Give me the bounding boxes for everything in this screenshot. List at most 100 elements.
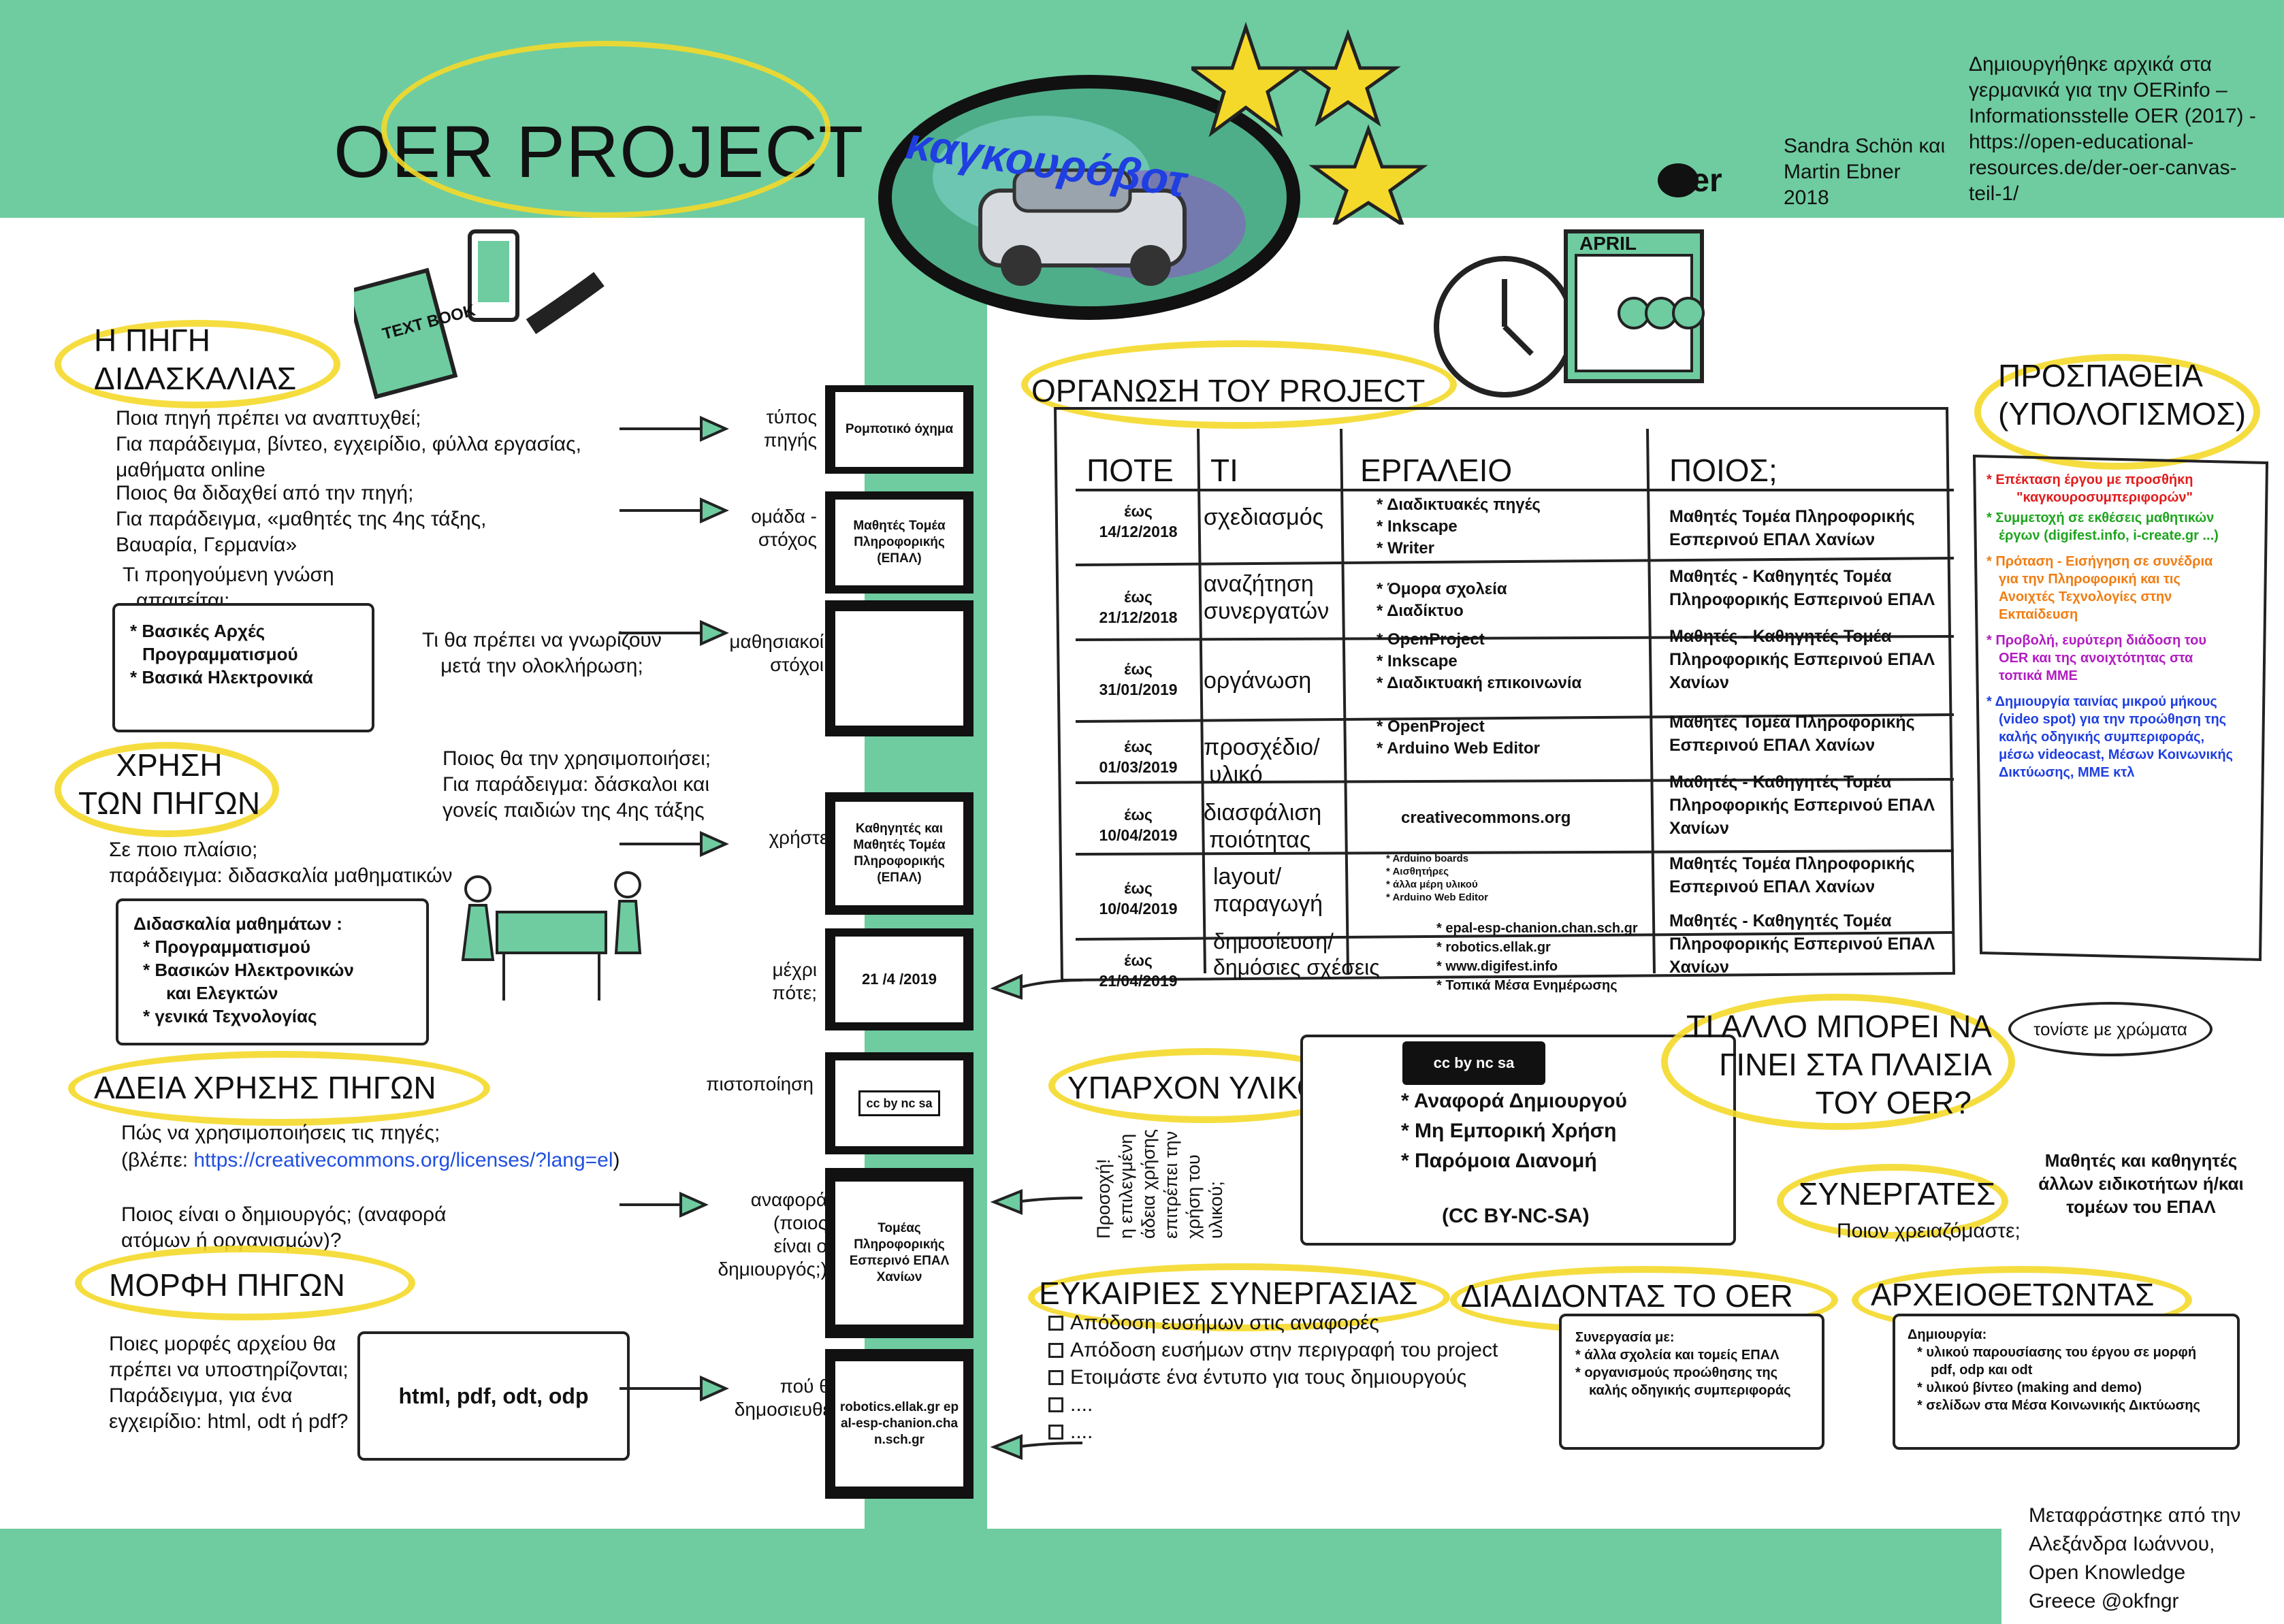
- card-label-3: μαθησιακοί στόχοι: [729, 631, 824, 675]
- collab-checklist: Απόδοση ευσήμων στις αναφορές Απόδοση ευ…: [1048, 1310, 1498, 1446]
- existing-items: * Αναφορά Δημιουργού * Μη Εμπορική Χρήση…: [1401, 1090, 1627, 1172]
- format-q: Ποιες μορφές αρχείου θα πρέπει να υποστη…: [109, 1333, 349, 1433]
- effort-heading-highlight: [1974, 354, 2260, 470]
- cc-badge-icon: cc by nc sa: [858, 1090, 940, 1116]
- partners-answer: Μαθητές και καθηγητές άλλων ειδικοτήτων …: [2038, 1150, 2244, 1217]
- authors: Sandra Schön και Martin Ebner 2018: [1784, 135, 1946, 209]
- checkbox-icon[interactable]: [1048, 1397, 1063, 1412]
- checkbox-icon[interactable]: [1048, 1370, 1063, 1385]
- organisation-heading-highlight: [1021, 340, 1457, 429]
- table-row-tools: * OpenProject * Arduino Web Editor: [1377, 717, 1540, 758]
- table-row-what: προσχέδιο/υλικό: [1204, 734, 1320, 787]
- tip-bubble: τονίστε με χρώματα: [2008, 1002, 2213, 1056]
- card-learning-goals: [825, 600, 974, 736]
- table-row-who: Μαθητές - Καθηγητές Τομέα Πληροφορικής Εσ…: [1669, 911, 1935, 977]
- table-row-tools: creativecommons.org: [1401, 809, 1571, 827]
- table-row-what: σχεδιασμός: [1204, 504, 1323, 530]
- organisation-heading: ΟΡΓΑΝΩΣΗ ΤΟΥ PROJECT: [1031, 373, 1426, 408]
- table-row-what: δημοσίευση/δημόσιες σχέσεις: [1213, 929, 1380, 979]
- checkbox-icon[interactable]: [1048, 1343, 1063, 1358]
- usage-who: Ποιος θα την χρησιμοποιήσει; Για παράδει…: [443, 747, 711, 822]
- archive-box: Δημιουργία: * υλικού παρουσίασης του έργ…: [1893, 1314, 2240, 1450]
- table-row-date: έως 14/12/2018: [1099, 502, 1178, 540]
- origin-note: Δημιουργήθηκε αρχικά στα γερμανικά για τ…: [1969, 53, 2256, 205]
- usage-heading: ΧΡΗΣΗ ΤΩΝ ΠΗΓΩΝ: [78, 747, 261, 821]
- card-label-6: πιστοποίηση: [706, 1073, 814, 1094]
- partners-question: Ποιον χρειαζόμαστε;: [1837, 1220, 2021, 1242]
- existing-rotated-note: Προσοχή! η επιλεγμένη άδεια χρήσης επιτρ…: [1093, 1128, 1226, 1239]
- existing-license-code: (CC BY-NC-SA): [1442, 1205, 1590, 1227]
- archive-heading: ΑΡΧΕΙΟΘΕΤΩΝΤΑΣ: [1871, 1277, 2155, 1312]
- card-attribution: Τομέας Πληροφορικής Εσπερινό ΕΠΑΛ Χανίων: [825, 1168, 974, 1338]
- license-heading-highlight: [68, 1051, 490, 1126]
- translation-credit: Μεταφράστηκε από την Αλεξάνδρα Ιωάννου, …: [2029, 1504, 2241, 1612]
- clock-calendar-icon: [1434, 229, 1705, 397]
- card-publication: robotics.ellak.gr epal-esp-chanion.chan.…: [825, 1349, 974, 1499]
- effort-heading: ΠΡΟΣΠΑΘΕΙΑ (ΥΠΟΛΟΓΙΣΜΟΣ): [1998, 358, 2247, 432]
- card-label-2: ομάδα - στόχος: [751, 506, 817, 550]
- table-row-tools: * Διαδικτυακές πηγές * Inkscape * Writer: [1377, 496, 1541, 557]
- card-source-type: Ρομποτικό όχημα: [825, 385, 974, 474]
- arrows-right: [990, 973, 1083, 1460]
- table-row-who: Μαθητές - Καθηγητές Τομέα Πληροφορικής Εσ…: [1669, 567, 1935, 609]
- card-label-7: αναφορά (ποιος είναι ο δημιουργός;): [718, 1189, 828, 1280]
- partners-heading: ΣΥΝΕΡΓΑΤΕΣ: [1799, 1176, 1996, 1212]
- book-phone-film-icon: [354, 229, 605, 400]
- spread-heading: ΔΙΑΔΙΔΟΝΤΑΣ ΤΟ OER: [1461, 1278, 1793, 1314]
- card-certification: cc by nc sa: [825, 1052, 974, 1154]
- collab-heading: ΕΥΚΑΙΡΙΕΣ ΣΥΝΕΡΓΑΣΙΑΣ: [1039, 1276, 1418, 1311]
- organisation-table-frame: [1053, 407, 1956, 982]
- source-heading-highlight: [54, 320, 340, 408]
- source-q3: Τι προηγούμενη γνώση απαιτείται;: [123, 564, 334, 612]
- checklist-item[interactable]: Απόδοση ευσήμων στην περιγραφή του proje…: [1048, 1337, 1498, 1364]
- license-q1b: (βλέπε: https://creativecommons.org/lice…: [121, 1149, 620, 1171]
- table-row-date: έως 10/04/2019: [1099, 879, 1178, 917]
- source-q1: Ποια πηγή πρέπει να αναπτυχθεί; Για παρά…: [116, 407, 581, 481]
- card-label-1: τύπος πηγής: [764, 406, 817, 451]
- calendar-label: APRIL: [1579, 233, 1637, 254]
- col-what: ΤΙ: [1210, 453, 1238, 488]
- table-row-tools: * epal-esp-chanion.chan.sch.gr * robotics…: [1436, 921, 1638, 993]
- table-row-what: διασφάλιση ποιότητας: [1204, 800, 1322, 853]
- cc-license-link[interactable]: https://creativecommons.org/licenses/?la…: [193, 1149, 613, 1171]
- more-heading-highlight: [1661, 994, 2015, 1130]
- translation-panel: [2001, 1484, 2284, 1624]
- partners-heading-highlight: [1777, 1164, 2008, 1239]
- card-target-group: Μαθητές Τομέα Πληροφορικής (ΕΠΑΛ): [825, 491, 974, 594]
- table-row-who: Μαθητές Τομέα Πληροφορικής Εσπερινού ΕΠΑΛ…: [1669, 854, 1915, 896]
- bottom-green-band: [0, 1529, 2284, 1624]
- arrows-left: [620, 415, 729, 1402]
- checkbox-icon[interactable]: [1048, 1425, 1063, 1440]
- table-row-what: layout/παραγωγή: [1213, 864, 1323, 917]
- table-row-date: έως 10/04/2019: [1099, 806, 1178, 844]
- oer-logo-mark: [1658, 163, 1699, 197]
- effort-list: * Επέκταση έργου με προσθήκη "καγκουροσυ…: [1987, 472, 2233, 780]
- people-table-icon: [461, 871, 642, 1001]
- col-tool: ΕΡΓΑΛΕΙΟ: [1360, 453, 1513, 488]
- card-deadline: 21 /4 /2019: [825, 928, 974, 1030]
- source-heading: Η ΠΗΓΗ ΔΙΔΑΣΚΑΛΙΑΣ: [94, 323, 297, 396]
- checklist-item[interactable]: Απόδοση ευσήμων στις αναφορές: [1048, 1310, 1498, 1337]
- effort-frame: [1972, 454, 2269, 962]
- table-row-who: Μαθητές - Καθηγητές Τομέα Πληροφορικής Εσ…: [1669, 773, 1935, 838]
- existing-heading: ΥΠΑΡΧΟΝ ΥΛΙΚΟ: [1067, 1070, 1321, 1105]
- checklist-item[interactable]: ....: [1048, 1418, 1498, 1446]
- format-heading: ΜΟΡΦΗ ΠΗΓΩΝ: [109, 1267, 345, 1303]
- checklist-item[interactable]: Ετοιμάστε ένα έντυπο για τους δημιουργού…: [1048, 1364, 1498, 1391]
- col-who: ΠΟΙΟΣ;: [1669, 453, 1778, 488]
- spread-box: Συνεργασία με: * άλλα σχολεία και τομείς…: [1559, 1314, 1824, 1450]
- license-heading: ΑΔΕΙΑ ΧΡΗΣΗΣ ΠΗΓΩΝ: [94, 1070, 436, 1105]
- table-row-date: έως 31/01/2019: [1099, 660, 1178, 698]
- col-when: ΠΟΤΕ: [1087, 453, 1174, 488]
- prior-knowledge-box: * Βασικές Αρχές Προγραμματισμού * Βασικά…: [112, 603, 374, 732]
- card-label-8: πού θα δημοσιευθεί;: [734, 1376, 841, 1420]
- table-row-tools: * OpenProject * Inkscape * Διαδικτυακή επι…: [1377, 630, 1582, 692]
- checklist-item[interactable]: ....: [1048, 1391, 1498, 1418]
- checkbox-icon[interactable]: [1048, 1316, 1063, 1331]
- table-row-date: έως 01/03/2019: [1099, 738, 1178, 776]
- source-q2: Ποιος θα διδαχθεί από την πηγή; Για παρά…: [116, 482, 487, 556]
- table-row-what: οργάνωση: [1204, 668, 1312, 694]
- table-row-who: Μαθητές Τομέα Πληροφορικής Εσπερινού ΕΠΑΛ…: [1669, 713, 1915, 755]
- cc-license-icon: cc by nc sa: [1402, 1041, 1545, 1085]
- context-box: Διδασκαλία μαθημάτων : * Προγραμματισμού…: [116, 898, 429, 1045]
